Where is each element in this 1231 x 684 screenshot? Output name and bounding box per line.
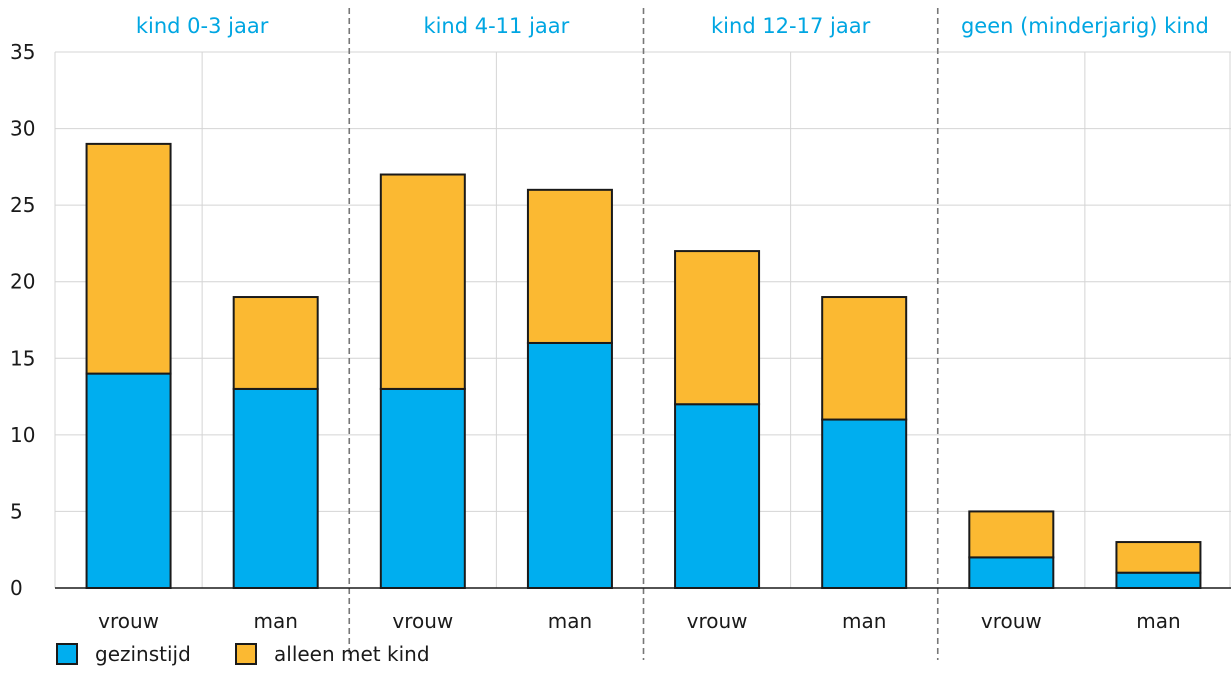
bar-segment-alleen-met-kind bbox=[968, 510, 1055, 559]
bar-segment-gezinstijd bbox=[1115, 571, 1202, 590]
y-tick-label: 10 bbox=[10, 423, 35, 447]
y-tick-label: 0 bbox=[10, 576, 23, 600]
bar-segment-alleen-met-kind bbox=[526, 188, 613, 344]
bar-segment-gezinstijd bbox=[232, 387, 319, 589]
bar-segment-alleen-met-kind bbox=[379, 173, 466, 390]
y-tick-label: 5 bbox=[10, 499, 23, 523]
bar-segment-alleen-met-kind bbox=[85, 142, 172, 375]
y-tick-label: 15 bbox=[10, 346, 35, 370]
group-separators bbox=[348, 8, 939, 660]
bar-segment-alleen-met-kind bbox=[232, 296, 319, 390]
category-label: vrouw bbox=[687, 609, 748, 633]
y-tick-label: 25 bbox=[10, 193, 35, 217]
legend-swatch bbox=[235, 643, 257, 665]
category-label: vrouw bbox=[981, 609, 1042, 633]
group-labels: kind 0-3 jaar kind 4-11 jaar kind 12-17 ja… bbox=[136, 14, 1209, 38]
group-label: kind 4-11 jaar bbox=[423, 14, 569, 38]
bar-segment-gezinstijd bbox=[674, 403, 761, 589]
y-tick-label: 20 bbox=[10, 270, 35, 294]
bar-segment-alleen-met-kind bbox=[1115, 541, 1202, 574]
legend-label: alleen met kind bbox=[274, 642, 430, 666]
bar-segment-gezinstijd bbox=[968, 556, 1055, 589]
category-label: man bbox=[1136, 609, 1180, 633]
category-label: man bbox=[253, 609, 297, 633]
y-tick-labels: 0 5 10 15 20 25 30 35 bbox=[10, 40, 35, 600]
category-label: man bbox=[548, 609, 592, 633]
category-label: vrouw bbox=[98, 609, 159, 633]
group-label: kind 0-3 jaar bbox=[136, 14, 269, 38]
y-tick-label: 35 bbox=[10, 40, 35, 64]
legend-label: gezinstijd bbox=[95, 642, 191, 666]
legend-swatch bbox=[56, 643, 78, 665]
bar-segment-gezinstijd bbox=[85, 372, 172, 589]
category-label: man bbox=[842, 609, 886, 633]
group-label: kind 12-17 jaar bbox=[711, 14, 871, 38]
category-labels: vrouw man vrouw man vrouw man vrouw man bbox=[98, 609, 1181, 633]
bar-segment-alleen-met-kind bbox=[674, 250, 761, 406]
bar-segment-gezinstijd bbox=[821, 418, 908, 589]
group-label: geen (minderjarig) kind bbox=[961, 14, 1209, 38]
bar-segment-alleen-met-kind bbox=[821, 296, 908, 421]
bar-segment-gezinstijd bbox=[526, 341, 613, 589]
legend: gezinstijd alleen met kind bbox=[56, 642, 430, 666]
category-label: vrouw bbox=[392, 609, 453, 633]
bar-segment-gezinstijd bbox=[379, 387, 466, 589]
bars bbox=[85, 142, 1202, 590]
y-tick-label: 30 bbox=[10, 117, 35, 141]
